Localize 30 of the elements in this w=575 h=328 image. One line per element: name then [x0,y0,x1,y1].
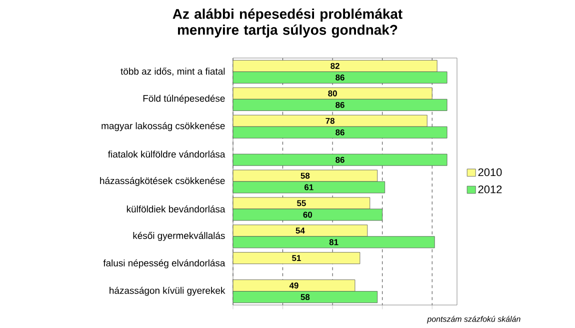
data-label: 54 [296,228,305,234]
data-label: 86 [336,74,344,80]
y-tick-label: több az idős, mint a fiatal [120,68,225,76]
bar [232,252,360,264]
data-label: 60 [303,212,312,218]
data-label: 51 [292,255,301,262]
y-tick-label: falusi népesség elvándorlása [103,259,226,268]
y-tick-label: magyar lakosság csökkenése [102,122,225,132]
data-label: 55 [297,200,306,206]
y-tick-label: Föld túlnépesedése [143,94,225,104]
chart-title: Az alábbi népesedési problémákat mennyire tartja súlyos gondnak? [172,8,402,38]
y-tick-label: házasságon kívüli gyerekek [110,286,226,296]
data-label: 58 [300,294,310,300]
data-label: 58 [300,172,310,179]
legend-label: 2010 [478,168,502,176]
data-label: 81 [329,239,338,246]
bar [232,154,448,166]
data-label: 61 [304,184,314,190]
data-label: 82 [330,62,340,69]
data-label: 86 [336,156,344,163]
y-tick-label: késői gyermekvállalás [133,232,225,241]
data-label: 49 [289,282,298,289]
y-tick-label: fiatalok külföldre vándorlása [108,150,226,158]
legend-label: 2012 [478,186,502,194]
y-tick-label: házasságkötések csökkenése [100,177,225,186]
data-label: 80 [328,90,337,96]
y-tick-label: külföldiek bevándorlása [126,205,226,212]
data-label: 86 [336,129,344,136]
data-label: 86 [336,102,344,108]
data-label: 78 [326,118,335,124]
